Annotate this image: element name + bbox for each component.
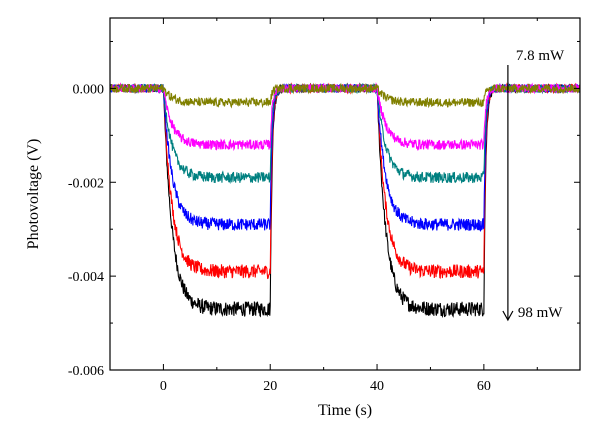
plot-frame	[109, 17, 581, 371]
series-line-2	[109, 82, 581, 233]
x-tick-label: 40	[370, 379, 384, 394]
series-line-0	[109, 82, 581, 319]
series-layer	[109, 82, 581, 319]
x-tick-label: 20	[263, 379, 277, 394]
annotation-low-power: 7.8 mW	[516, 48, 565, 64]
annotation-high-power: 98 mW	[518, 305, 563, 321]
x-tick-label: 60	[477, 379, 491, 394]
series-line-4	[109, 82, 581, 152]
y-tick-label: -0.004	[68, 270, 104, 285]
power-arrow-head	[502, 310, 514, 322]
x-tick-label: 0	[160, 379, 167, 394]
y-tick-label: -0.006	[68, 364, 104, 379]
series-line-1	[109, 82, 581, 280]
series-line-5	[109, 82, 581, 109]
y-tick-label: 0.000	[73, 82, 105, 97]
y-axis-title: Photovoltage (V)	[25, 139, 42, 250]
y-tick-label: -0.002	[68, 176, 104, 191]
ticks-layer: 0 20 40 60 0.000 -0.002 -0.004 -0.006	[68, 18, 580, 394]
x-axis-title: Time (s)	[318, 402, 372, 419]
